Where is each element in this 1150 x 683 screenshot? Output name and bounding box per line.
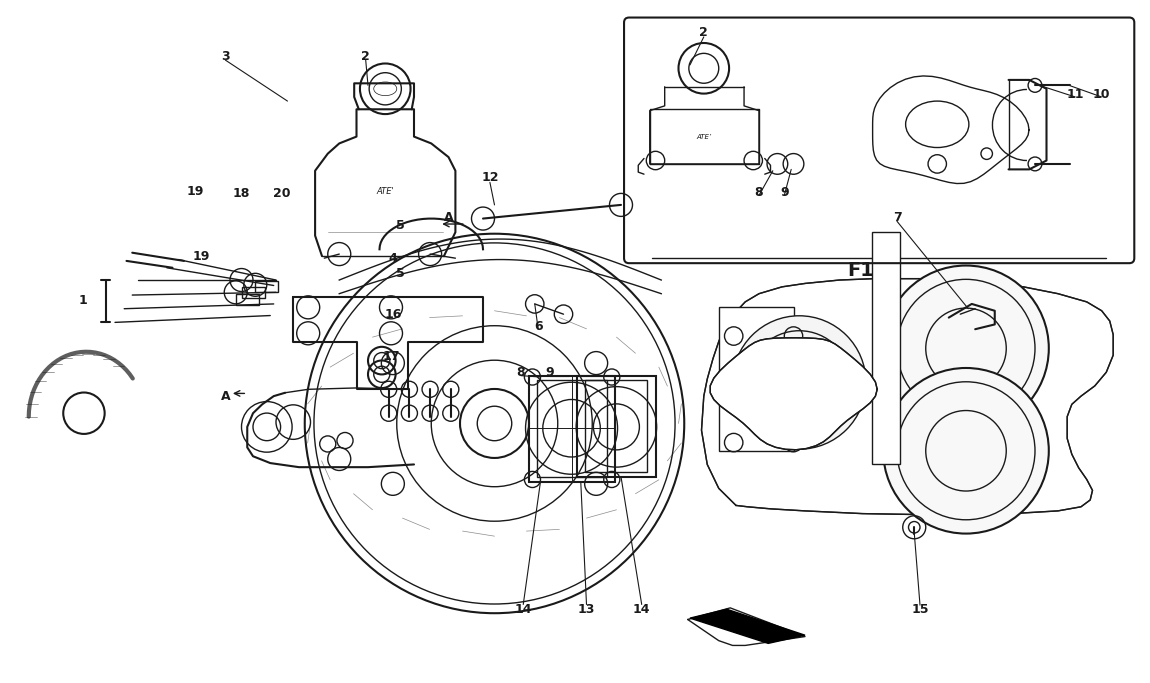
Text: 4: 4 [389, 251, 398, 265]
Text: 17: 17 [382, 350, 400, 363]
Text: 11: 11 [1066, 87, 1084, 101]
Bar [719, 307, 794, 451]
Text: 14: 14 [514, 602, 532, 616]
Bar [236, 294, 259, 305]
Text: 8: 8 [516, 365, 526, 379]
Text: F1: F1 [846, 261, 874, 280]
Text: 7: 7 [892, 210, 902, 224]
Text: ATE’: ATE’ [696, 134, 712, 139]
Text: 2: 2 [361, 49, 370, 63]
Bar [242, 287, 264, 298]
Text: 3: 3 [221, 49, 230, 63]
Text: 5: 5 [396, 219, 405, 232]
Polygon shape [702, 279, 1113, 515]
Text: 12: 12 [481, 171, 499, 184]
Text: 16: 16 [384, 307, 402, 321]
Circle shape [883, 266, 1049, 431]
Text: 15: 15 [911, 602, 929, 616]
Text: 2: 2 [699, 26, 708, 40]
Text: 19: 19 [192, 249, 210, 263]
Text: A: A [444, 210, 453, 224]
Polygon shape [711, 338, 877, 449]
Text: 10: 10 [1092, 87, 1111, 101]
Text: 5: 5 [396, 266, 405, 280]
Text: A: A [221, 389, 230, 403]
Polygon shape [690, 609, 805, 643]
Circle shape [883, 368, 1049, 533]
Text: 19: 19 [186, 184, 205, 198]
Text: 6: 6 [534, 320, 543, 333]
Text: 18: 18 [232, 187, 251, 201]
Bar [537, 380, 607, 477]
Text: 20: 20 [273, 187, 291, 201]
Bar [585, 380, 647, 472]
Text: 8: 8 [754, 186, 764, 199]
Bar [577, 376, 655, 477]
Text: 9: 9 [780, 186, 789, 199]
Text: 14: 14 [632, 602, 651, 616]
Bar [529, 376, 615, 482]
Text: 13: 13 [577, 602, 596, 616]
Circle shape [733, 316, 866, 449]
Bar [872, 232, 900, 464]
Text: 9: 9 [545, 365, 554, 379]
Text: ATE': ATE' [376, 186, 394, 196]
Text: 1: 1 [78, 294, 87, 307]
Bar [255, 281, 278, 292]
